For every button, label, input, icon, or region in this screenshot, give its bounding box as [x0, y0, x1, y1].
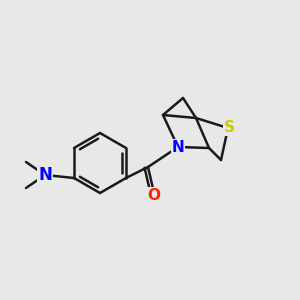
Text: O: O — [148, 188, 160, 202]
Text: N: N — [172, 140, 184, 154]
Text: S: S — [224, 121, 235, 136]
Text: N: N — [38, 166, 52, 184]
